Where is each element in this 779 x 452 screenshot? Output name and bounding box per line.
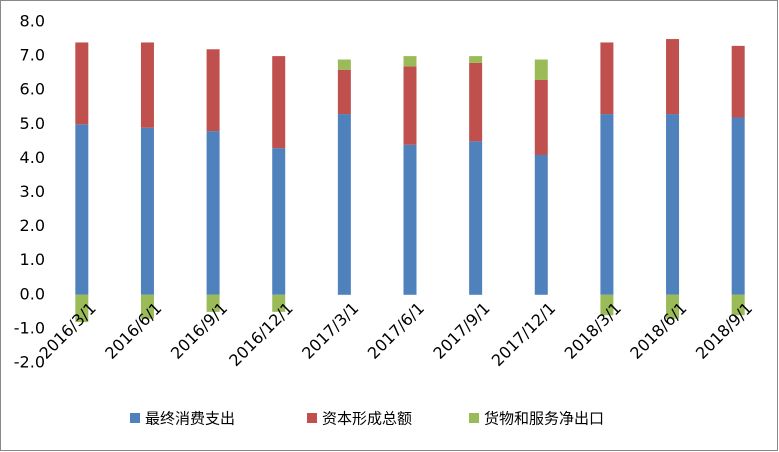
legend-label: 最终消费支出: [145, 410, 235, 428]
bar-segment: [75, 42, 89, 125]
bar-segment: [206, 131, 220, 295]
bar-segment: [403, 144, 417, 295]
legend-label: 资本形成总额: [322, 410, 412, 428]
bar-segment: [337, 59, 351, 70]
y-tick-label: -1.0: [14, 318, 45, 337]
bar-segment: [403, 56, 417, 67]
bar-segment: [140, 127, 154, 295]
y-tick-label: 5.0: [20, 114, 45, 133]
bar-segment: [272, 294, 286, 312]
bar-segment: [469, 56, 483, 63]
bar-segment: [600, 294, 614, 316]
bar-segment: [272, 56, 286, 149]
legend-swatch: [307, 413, 317, 423]
y-tick-label: 3.0: [20, 182, 45, 201]
bar-segment: [731, 117, 745, 295]
y-tick-label: 1.0: [20, 250, 45, 269]
bar-segment: [75, 124, 89, 295]
bar-segment: [75, 294, 89, 323]
bar-segment: [666, 294, 680, 319]
bar-segment: [206, 294, 220, 312]
y-tick-label: -2.0: [14, 353, 45, 372]
y-tick-label: 0.0: [20, 284, 45, 303]
bar-segment: [469, 62, 483, 142]
legend: 最终消费支出 资本形成总额 货物和服务净出口: [130, 410, 604, 428]
y-tick-label: 7.0: [20, 46, 45, 65]
y-tick-label: 2.0: [20, 216, 45, 235]
bar-segment: [731, 294, 745, 316]
bar-segment: [337, 69, 351, 115]
bar-segment: [534, 59, 548, 80]
bar-segment: [600, 42, 614, 115]
bar-segment: [140, 294, 154, 319]
bar-segment: [534, 79, 548, 155]
legend-label: 货物和服务净出口: [484, 410, 604, 428]
y-tick-label: 4.0: [20, 148, 45, 167]
bar-segment: [731, 45, 745, 118]
bar-segment: [600, 114, 614, 295]
y-tick-label: 6.0: [20, 80, 45, 99]
bar-segment: [337, 114, 351, 295]
bar-segment: [666, 114, 680, 295]
bar-segment: [666, 39, 680, 115]
legend-swatch: [469, 413, 479, 423]
legend-swatch: [130, 413, 140, 423]
bar-segment: [534, 154, 548, 295]
bar-segment: [206, 49, 220, 132]
bar-segment: [403, 66, 417, 145]
bar-segment: [140, 42, 154, 128]
bar-segment: [272, 148, 286, 295]
bar-segment: [469, 141, 483, 295]
y-tick-label: 8.0: [20, 12, 45, 31]
